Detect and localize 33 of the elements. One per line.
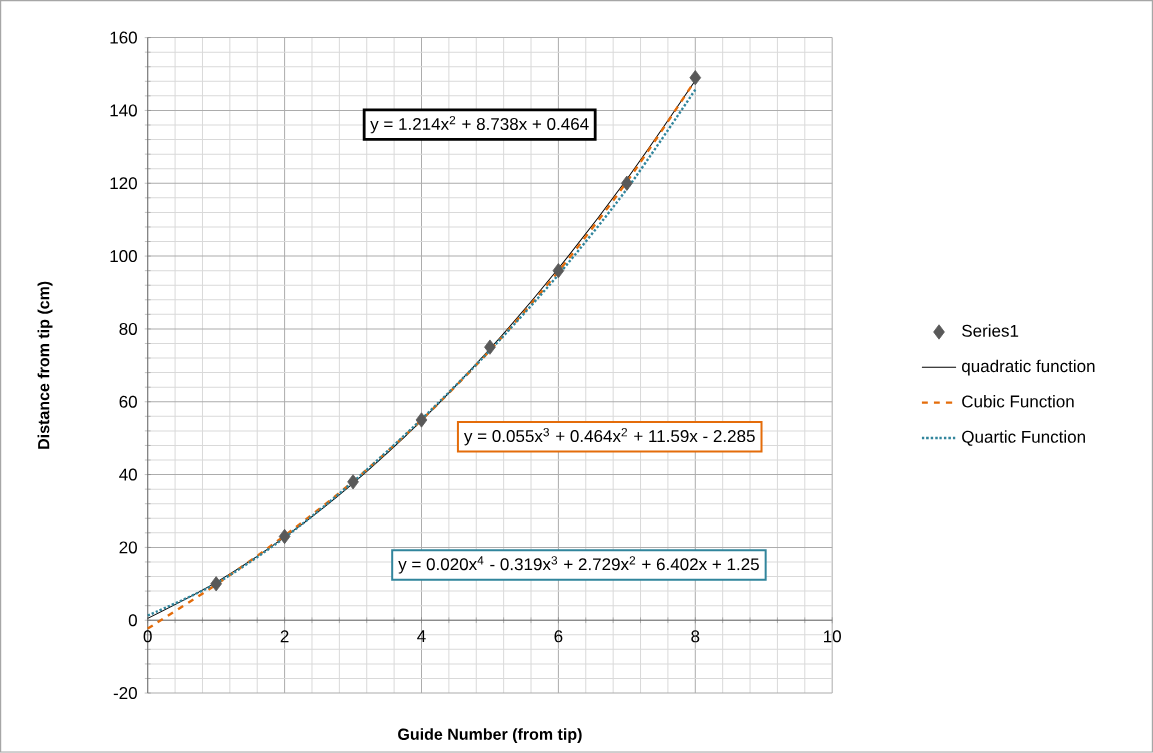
point xyxy=(552,263,565,279)
y-tick-label: -20 xyxy=(113,687,137,700)
annotation: y = 0.020x$^{4}$ - 0.319x$^{3}$ + 2.729x$^{2}$ + 6.402x + 1.25 xyxy=(398,556,759,574)
legend-label: Cubic Function xyxy=(962,395,1074,408)
y-tick-label: 80 xyxy=(119,323,137,336)
y-tick-label: 20 xyxy=(119,541,137,554)
x-tick-label: 0 xyxy=(143,630,152,643)
x-tick-label: 6 xyxy=(554,630,563,643)
y-tick-label: 120 xyxy=(110,177,137,190)
y-tick-label: 0 xyxy=(128,614,137,627)
point xyxy=(347,474,359,490)
x-axis-title: Guide Number (from tip) xyxy=(398,728,582,744)
annotation: y = 0.055x$^{3}$ + 0.464x$^{2}$ + 11.59x - 2.285 xyxy=(463,428,755,446)
point xyxy=(210,576,222,592)
y-tick-label: 40 xyxy=(119,468,137,481)
annotation: y = 1.214x$^{2}$ + 8.738x + 0.464 xyxy=(370,116,589,134)
legend-label: quadratic function xyxy=(962,359,1095,376)
y-axis-title: Distance from tip (cm) xyxy=(37,281,53,449)
point xyxy=(278,529,291,545)
y-tick-label: 100 xyxy=(110,250,137,263)
x-tick-label: 8 xyxy=(691,630,700,643)
point xyxy=(621,175,633,192)
point xyxy=(415,412,428,428)
legend-label: Quartic Function xyxy=(962,430,1085,447)
x-tick-label: 2 xyxy=(280,630,289,643)
x-tick-label: 10 xyxy=(824,630,841,643)
y-tick-label: 140 xyxy=(110,104,137,117)
y-tick-label: 160 xyxy=(110,31,137,44)
point xyxy=(484,339,496,355)
x-tick-label: 4 xyxy=(417,630,426,643)
legend-label: Series1 xyxy=(962,324,1019,337)
point xyxy=(689,70,702,86)
y-tick-label: 60 xyxy=(119,395,137,408)
